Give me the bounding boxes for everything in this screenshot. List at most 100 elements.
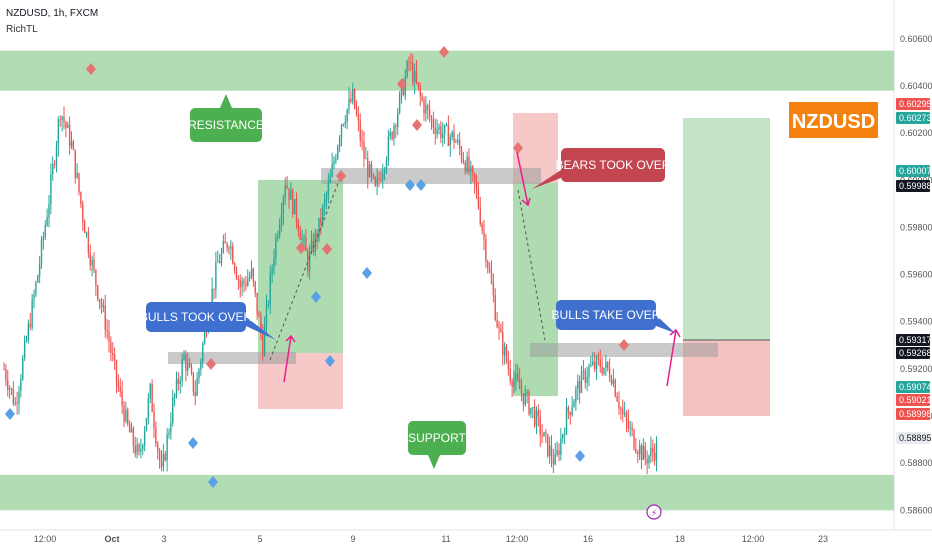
candle-body <box>389 132 391 137</box>
candle-body <box>316 232 318 239</box>
candle-body <box>365 158 367 160</box>
candle-body <box>537 410 540 417</box>
candle-body <box>419 86 421 97</box>
candle-body <box>655 442 658 461</box>
candle-body <box>5 369 7 381</box>
level-bar <box>168 352 296 364</box>
bull-arrow <box>283 334 296 383</box>
candle-body <box>196 378 198 396</box>
candle-body <box>554 454 556 465</box>
projected-target-box <box>683 118 770 340</box>
candle-body <box>397 112 399 128</box>
candle-body <box>273 257 275 269</box>
candle-body <box>23 340 26 359</box>
candle-body <box>295 199 298 222</box>
candle-body <box>413 70 416 83</box>
y-tick-label: 0.59600 <box>900 270 932 280</box>
candle-body <box>286 185 288 189</box>
candle-body <box>188 363 191 368</box>
candle-body <box>179 380 181 385</box>
candle-body <box>477 188 480 208</box>
price-label-text: 0.59988 <box>899 181 932 191</box>
candle-body <box>256 292 258 315</box>
candle-body <box>48 204 50 218</box>
pivot-high-marker <box>397 78 407 90</box>
price-label-text: 0.59268 <box>899 348 932 358</box>
candle-body <box>297 221 300 232</box>
candle-body <box>417 82 420 87</box>
bulls-take-over-callout: BULLS TAKE OVER <box>552 300 675 333</box>
pivot-high-marker <box>439 46 449 58</box>
candle-body <box>280 214 283 225</box>
candle-body <box>3 368 5 370</box>
candle-body <box>121 391 123 406</box>
pivot-high-marker <box>86 63 96 75</box>
candle-body <box>432 119 435 128</box>
candle-body <box>348 98 350 110</box>
candle-body <box>232 246 234 264</box>
candle-body <box>490 271 493 284</box>
candle-body <box>217 261 219 263</box>
candle-body <box>475 183 478 189</box>
candle-body <box>515 373 517 381</box>
candle-body <box>447 124 450 146</box>
price-label-text: 0.60007 <box>899 166 932 176</box>
candle-body <box>27 323 30 340</box>
pivot-high-marker <box>412 119 422 131</box>
x-tick-label: 11 <box>441 534 450 544</box>
pivot-low-marker <box>325 355 335 367</box>
candle-body <box>440 126 442 139</box>
support-callout: SUPPORT <box>408 421 467 469</box>
candle-body <box>383 169 386 174</box>
candle-body <box>457 140 459 143</box>
candle-body <box>653 452 656 461</box>
candle-body <box>357 114 360 122</box>
price-label-box <box>896 180 930 192</box>
candle-body <box>181 359 183 381</box>
candle-body <box>406 61 408 77</box>
candle-body <box>629 427 631 429</box>
candle-body <box>509 368 511 382</box>
price-label-text: 0.59021 <box>899 395 932 405</box>
candle-body <box>102 305 105 308</box>
candle-body <box>155 427 157 444</box>
price-label: 0.59317 <box>896 334 932 346</box>
candle-body <box>331 164 333 177</box>
candle-body <box>153 412 155 428</box>
candle-body <box>421 96 423 101</box>
candle-body <box>57 119 60 146</box>
candle-body <box>314 232 316 252</box>
candle-body <box>556 450 558 455</box>
candle-body <box>187 363 189 371</box>
candle-body <box>573 401 575 408</box>
pivot-low-marker <box>575 450 585 462</box>
candle-body <box>220 252 223 263</box>
candle-body <box>299 231 301 240</box>
price-label: 0.59021 <box>896 394 932 406</box>
candle-body <box>175 378 178 395</box>
pivot-low-marker <box>188 437 198 449</box>
price-label-box <box>896 98 930 110</box>
candle-body <box>87 232 90 254</box>
dashed-path <box>517 189 546 341</box>
candle-body <box>192 372 195 392</box>
candle-body <box>532 407 534 409</box>
candle-body <box>112 352 114 355</box>
candle-body <box>162 453 165 467</box>
price-label-text: 0.58998 <box>899 409 932 419</box>
candle-body <box>230 246 232 249</box>
candle-body <box>455 142 457 144</box>
bears-took-over-callout: BEARS TOOK OVER <box>532 148 671 189</box>
candle-body <box>361 140 363 142</box>
bulls-took-over-callout-box <box>146 302 246 332</box>
candle-body <box>445 124 448 126</box>
candle-body <box>166 434 168 461</box>
candle-body <box>443 124 446 134</box>
price-label-box <box>896 408 930 420</box>
pivot-low-marker <box>416 179 426 191</box>
candle-body <box>322 206 324 224</box>
bulls-take-over-callout-tail <box>656 315 675 333</box>
candle-body <box>607 361 609 369</box>
candle-body <box>584 370 586 383</box>
